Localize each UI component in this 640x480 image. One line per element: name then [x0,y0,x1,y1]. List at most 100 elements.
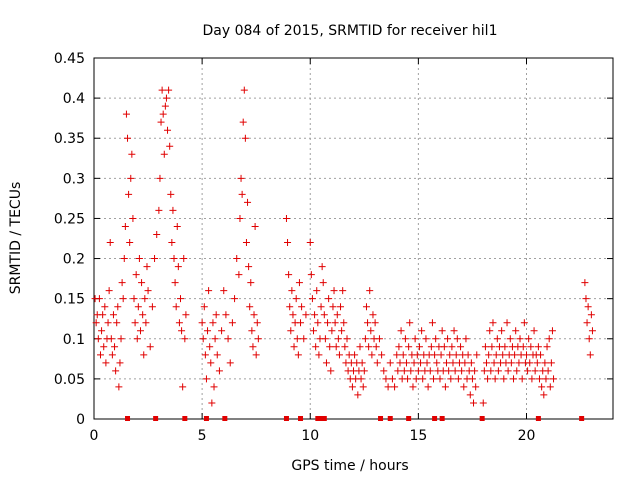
data-point [250,311,258,319]
data-point [367,327,375,335]
data-point [153,230,161,238]
data-point [399,351,407,359]
data-point [171,279,179,287]
data-point [226,359,234,367]
data-point [201,351,209,359]
data-point [519,343,527,351]
data-point [170,255,178,263]
data-point [368,351,376,359]
data-point [199,335,207,343]
data-point [320,311,328,319]
data-point [489,319,497,327]
data-point [453,335,461,343]
data-point [206,343,214,351]
data-point [325,295,333,303]
data-point [139,311,147,319]
data-point [506,335,514,343]
data-point [462,335,470,343]
data-point [424,383,432,391]
y-tick-label: 0.15 [54,292,85,308]
data-point [309,327,317,335]
data-point [351,351,359,359]
data-point [467,359,475,367]
data-point [254,335,262,343]
data-point [252,351,260,359]
data-point [328,327,336,335]
data-point [129,214,137,222]
data-point [177,295,184,303]
data-point [431,351,439,359]
data-point [341,343,349,351]
data-point [449,359,457,367]
data-point [338,327,346,335]
data-point [343,335,351,343]
data-point [485,351,493,359]
data-point [369,311,377,319]
baseline-mark [579,416,585,421]
data-point [112,367,120,375]
data-point [362,303,370,311]
data-point [96,351,104,359]
data-point [125,190,133,198]
data-point [405,343,413,351]
data-point [306,239,314,247]
data-point [116,359,124,367]
data-point [533,359,541,367]
data-point [293,335,301,343]
data-point [294,351,302,359]
axis-ticks [93,57,613,420]
data-point [524,367,532,375]
data-point [488,343,496,351]
data-point [222,311,230,319]
data-point [484,375,492,383]
data-point [411,335,419,343]
data-point [126,239,134,247]
data-point [418,327,426,335]
data-point [94,335,102,343]
data-point [104,319,112,327]
data-point [518,375,526,383]
data-point [159,110,167,118]
data-point [300,335,308,343]
data-point [432,335,440,343]
data-point [526,359,534,367]
data-point [207,359,215,367]
x-tick-label: 0 [90,428,99,444]
data-point [295,279,303,287]
data-point [247,279,255,287]
data-points [91,86,596,407]
data-point [174,263,182,271]
data-point [118,279,126,287]
data-point [290,343,298,351]
baseline-mark [153,416,159,421]
baseline-marks [125,416,585,421]
data-point [162,94,170,102]
data-point [179,383,187,391]
data-point [315,351,323,359]
data-point [167,190,175,198]
data-point [202,375,210,383]
data-point [490,359,498,367]
data-point [235,271,243,279]
y-tick-label: 0.2 [63,252,85,268]
data-point [401,335,409,343]
data-point [397,327,405,335]
data-point [507,359,515,367]
baseline-mark [321,416,327,421]
data-point [204,327,212,335]
data-point [542,375,550,383]
data-point [140,351,148,359]
data-point [588,327,596,335]
data-point [371,319,379,327]
data-point [321,335,329,343]
data-point [155,206,163,214]
data-point [472,383,480,391]
data-point [486,327,494,335]
data-point [180,255,188,263]
data-point [233,255,241,263]
data-point [136,327,144,335]
data-point [348,383,356,391]
data-point [215,367,223,375]
data-point [391,383,399,391]
x-tick-label: 10 [301,428,319,444]
